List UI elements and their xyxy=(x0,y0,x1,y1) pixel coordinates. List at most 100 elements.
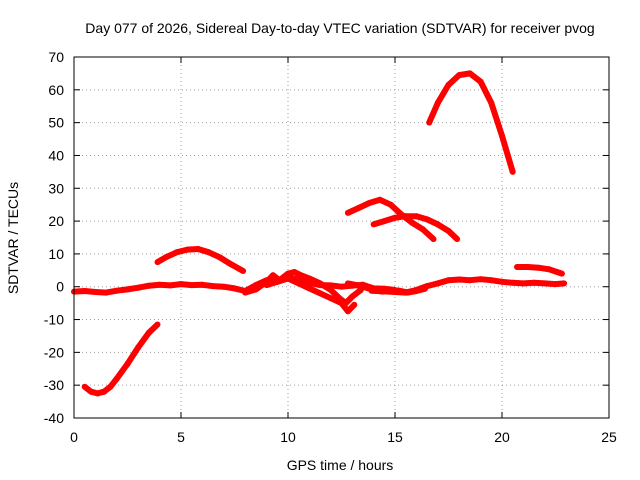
data-point xyxy=(81,288,88,294)
data-point xyxy=(362,284,368,291)
data-point xyxy=(344,308,351,315)
series-arc-11 xyxy=(514,264,565,277)
data-point xyxy=(227,260,234,267)
data-point xyxy=(145,282,152,289)
data-point xyxy=(113,375,120,382)
data-point xyxy=(535,264,542,271)
y-tick-labels: -40 -30 -20 -10 0 10 20 30 40 50 60 70 xyxy=(44,49,64,426)
data-point xyxy=(402,289,409,296)
data-point xyxy=(124,286,131,293)
series-arc-9 xyxy=(370,213,461,243)
data-point xyxy=(107,383,114,390)
chart-title: Day 077 of 2026, Sidereal Day-to-day VTE… xyxy=(85,20,594,36)
data-point xyxy=(338,300,345,307)
series-arc-1 xyxy=(81,321,161,397)
data-point xyxy=(445,227,452,234)
x-tick-label: 10 xyxy=(280,429,296,445)
data-point xyxy=(252,286,259,293)
data-point xyxy=(338,283,345,290)
data-point xyxy=(488,99,495,106)
series-arc-10 xyxy=(426,70,516,175)
data-point xyxy=(156,281,163,288)
y-tick-label: -10 xyxy=(44,312,64,328)
x-axis-label: GPS time / hours xyxy=(287,457,394,473)
x-tick-label: 5 xyxy=(177,429,185,445)
data-point xyxy=(434,221,441,228)
data-point xyxy=(113,287,120,294)
y-tick-label: -40 xyxy=(44,410,64,426)
y-tick-label: 60 xyxy=(48,82,64,98)
data-point xyxy=(327,295,334,302)
data-point xyxy=(514,264,520,270)
data-point xyxy=(531,279,538,286)
y-tick-label: 50 xyxy=(48,115,64,131)
data-point xyxy=(419,226,426,233)
data-point xyxy=(154,259,161,266)
data-point xyxy=(210,283,217,290)
data-point xyxy=(392,289,398,295)
data-point xyxy=(499,132,505,139)
data-point xyxy=(173,249,180,256)
data-point xyxy=(317,290,324,297)
data-point xyxy=(524,264,531,270)
data-point xyxy=(317,280,324,287)
series-line xyxy=(156,246,245,274)
gridlines xyxy=(74,57,609,418)
data-point xyxy=(306,275,313,282)
data-point xyxy=(242,289,249,296)
x-tick-label: 15 xyxy=(387,429,403,445)
data-point xyxy=(466,277,473,284)
data-point xyxy=(240,268,247,274)
data-point xyxy=(430,236,437,243)
data-point xyxy=(205,249,212,256)
data-point xyxy=(424,216,431,223)
data-point xyxy=(377,196,383,203)
data-point xyxy=(387,201,394,208)
data-point xyxy=(370,221,377,228)
data-point xyxy=(327,287,334,293)
data-point xyxy=(199,281,206,288)
y-axis-label: SDTVAR / TECUs xyxy=(5,182,21,294)
x-tick-label: 0 xyxy=(70,429,78,445)
data-point xyxy=(368,287,375,294)
data-point xyxy=(409,219,416,226)
data-point xyxy=(477,276,484,283)
data-point xyxy=(178,281,184,288)
y-tick-label: -30 xyxy=(44,377,64,393)
data-point xyxy=(520,280,527,287)
data-point xyxy=(188,282,195,289)
data-point xyxy=(402,213,409,220)
data-point xyxy=(92,289,99,295)
data-point xyxy=(445,277,452,284)
data-point xyxy=(509,279,516,286)
data-point xyxy=(297,272,304,279)
x-tick-labels: 0 5 10 15 20 25 xyxy=(70,429,617,445)
data-point xyxy=(426,119,433,126)
data-point xyxy=(94,390,101,397)
data-point xyxy=(454,236,461,243)
data-point xyxy=(355,205,362,211)
data-point xyxy=(434,99,441,106)
data-point xyxy=(349,293,356,300)
series-line xyxy=(82,322,160,397)
data-point xyxy=(366,200,373,206)
data-point xyxy=(163,254,169,261)
data-point xyxy=(291,269,298,275)
data-point xyxy=(167,282,174,289)
x-tick-label: 20 xyxy=(494,429,510,445)
data-point xyxy=(263,282,270,289)
data-point xyxy=(561,280,568,287)
y-tick-label: 10 xyxy=(48,246,64,262)
data-point xyxy=(124,360,131,367)
data-point xyxy=(353,282,360,289)
series-arc-2 xyxy=(154,246,247,274)
data-point xyxy=(184,246,191,253)
series-group xyxy=(71,70,568,397)
data-point xyxy=(424,283,431,290)
data-point xyxy=(466,70,473,77)
data-point xyxy=(220,283,227,290)
data-point xyxy=(135,344,142,351)
data-point xyxy=(285,270,291,277)
plot-frame xyxy=(73,56,610,419)
x-tick-label: 25 xyxy=(601,429,617,445)
